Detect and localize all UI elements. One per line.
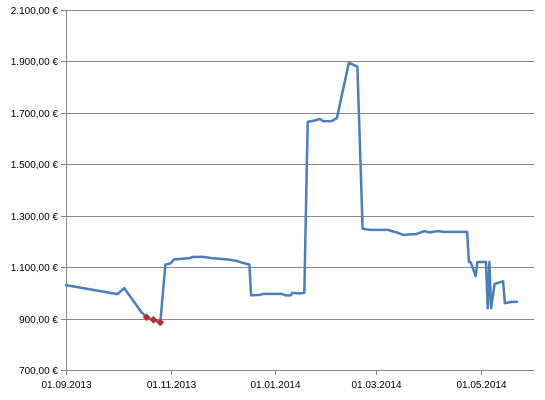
x-tick-label: 01.05.2014 (456, 380, 506, 391)
highlight-markers (142, 313, 165, 327)
x-tick-label: 01.09.2013 (41, 380, 91, 391)
x-tick-label: 01.03.2014 (351, 380, 401, 391)
y-tick-label: 1.300,00 € (11, 212, 59, 223)
x-tick-label: 01.11.2013 (147, 380, 197, 391)
y-tick-label: 1.100,00 € (11, 263, 59, 274)
gridlines (66, 10, 534, 320)
y-tick-label: 1.700,00 € (11, 109, 59, 120)
y-tick-label: 1.500,00 € (11, 160, 59, 171)
price-series-line (64, 61, 519, 324)
highlight-marker (149, 315, 158, 324)
y-tick-label: 2.100,00 € (11, 6, 59, 17)
y-tick-label: 1.900,00 € (11, 57, 59, 68)
x-tick-label: 01.01.2014 (250, 380, 300, 391)
x-tick-labels: 01.09.2013 01.11.2013 01.01.2014 01.03.2014… (41, 380, 506, 391)
highlight-marker (142, 313, 151, 322)
y-tick-label: 700,00 € (19, 366, 58, 377)
highlight-marker (156, 318, 165, 327)
y-tick-labels: 700,00 € 900,00 € 1.100,00 € 1.300,00 € 1.50… (11, 6, 59, 377)
y-tick-label: 900,00 € (19, 315, 58, 326)
series-lines (64, 61, 519, 324)
axes (61, 10, 534, 375)
